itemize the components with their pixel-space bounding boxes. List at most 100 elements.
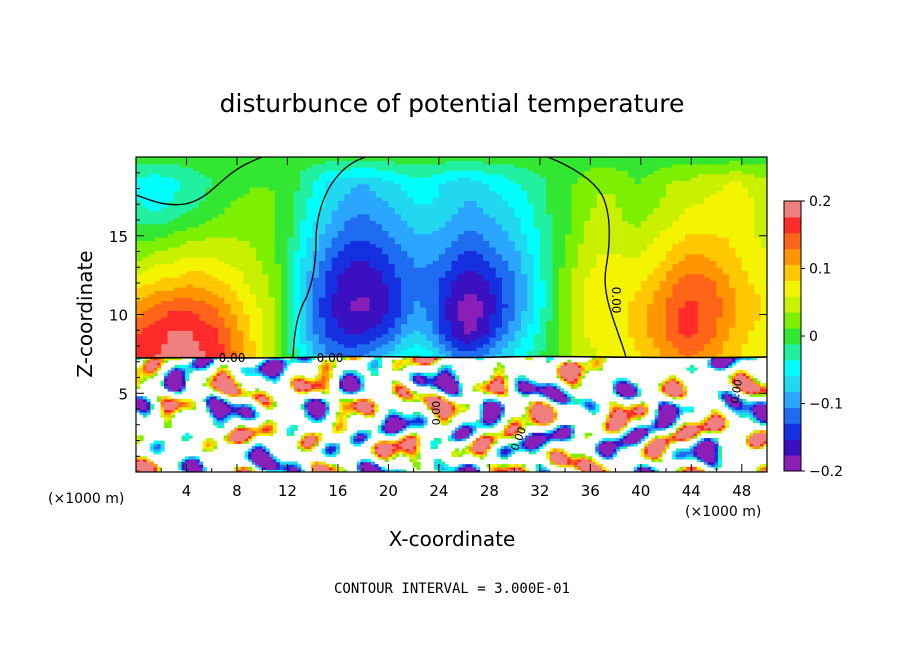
heatmap-cell [748,277,755,281]
heatmap-cell [287,217,295,221]
heatmap-cell [344,247,352,251]
heatmap-cell [274,333,282,338]
heatmap-cell [659,247,667,251]
heatmap-cell [306,210,314,215]
heatmap-cell [615,330,623,335]
heatmap-cell [735,190,743,195]
heatmap-cell [520,277,528,281]
heatmap-cell [180,310,188,315]
heatmap-cell [590,317,598,321]
heatmap-cell [356,190,364,195]
heatmap-cell [180,330,188,335]
heatmap-cell [748,260,755,265]
heatmap-cell [703,203,711,208]
heatmap-cell [552,257,560,261]
heatmap-cell [489,257,497,261]
heatmap-cell [672,290,680,295]
heatmap-cell [615,203,623,208]
heatmap-cell [710,327,718,331]
heatmap-cell [602,197,610,201]
heatmap-cell [136,310,143,315]
heatmap-cell [180,240,188,245]
heatmap-cell [350,213,358,218]
heatmap-cell [722,190,730,195]
heatmap-cell [167,287,175,291]
heatmap-cell [413,200,421,205]
heatmap-cell [571,290,579,295]
heatmap-cell [710,320,718,325]
heatmap-cell [350,320,358,325]
heatmap-cell [691,190,699,195]
heatmap-cell [167,297,175,301]
heatmap-cell [407,253,415,258]
heatmap-cell [666,247,673,251]
heatmap-cell [489,300,497,305]
heatmap-cell [666,273,673,278]
heatmap-cell [287,297,295,301]
heatmap-cell [602,353,610,358]
heatmap-cell [754,340,762,345]
heatmap-cell [451,317,459,321]
heatmap-cell [180,337,188,341]
heatmap-cell [565,330,572,335]
heatmap-cell [161,343,169,348]
heatmap-cell [419,207,427,211]
heatmap-cell [546,217,554,221]
heatmap-cell [615,320,623,325]
heatmap-cell [672,250,680,255]
heatmap-cell [634,290,642,295]
heatmap-cell [268,327,276,331]
heatmap-cell [565,213,572,218]
heatmap-cell [401,263,408,268]
heatmap-cell [268,267,276,271]
heatmap-cell [224,260,232,265]
heatmap-cell [205,300,213,305]
heatmap-cell [527,300,535,305]
heatmap-cell [722,287,730,291]
heatmap-cell [218,310,225,315]
heatmap-cell [552,353,560,358]
heatmap-cell [243,290,251,295]
heatmap-cell [552,223,560,228]
heatmap-cell [584,230,591,235]
heatmap-cell [337,223,345,228]
heatmap-cell [173,257,181,261]
heatmap-cell [464,200,472,205]
heatmap-cell [684,333,692,338]
heatmap-cell [154,263,162,268]
heatmap-cell [520,197,528,201]
heatmap-cell [684,233,692,238]
heatmap-cell [489,247,497,251]
heatmap-cell [565,257,572,261]
heatmap-cell [224,283,232,288]
heatmap-cell [363,340,371,345]
heatmap-cell [331,327,339,331]
heatmap-cell [729,277,737,281]
heatmap-cell [678,320,686,325]
heatmap-cell [596,350,604,355]
heatmap-cell [173,193,181,198]
heatmap-cell [653,303,661,308]
heatmap-cell [483,340,490,345]
heatmap-cell [445,227,453,231]
heatmap-cell [419,333,427,338]
heatmap-cell [653,317,661,321]
heatmap-cell [508,347,516,351]
heatmap-cell [375,283,383,288]
heatmap-cell [211,330,219,335]
heatmap-cell [148,260,156,265]
heatmap-cell [262,287,270,291]
heatmap-cell [356,333,364,338]
heatmap-cell [703,333,711,338]
heatmap-cell [628,307,636,311]
heatmap-cell [337,300,345,305]
heatmap-cell [363,217,371,221]
heatmap-cell [281,190,289,195]
heatmap-cell [369,353,377,358]
heatmap-cell [647,233,655,238]
heatmap-cell [243,227,251,231]
heatmap-cell [274,320,282,325]
heatmap-cell [161,267,169,271]
heatmap-cell [697,327,705,331]
heatmap-cell [527,220,535,225]
